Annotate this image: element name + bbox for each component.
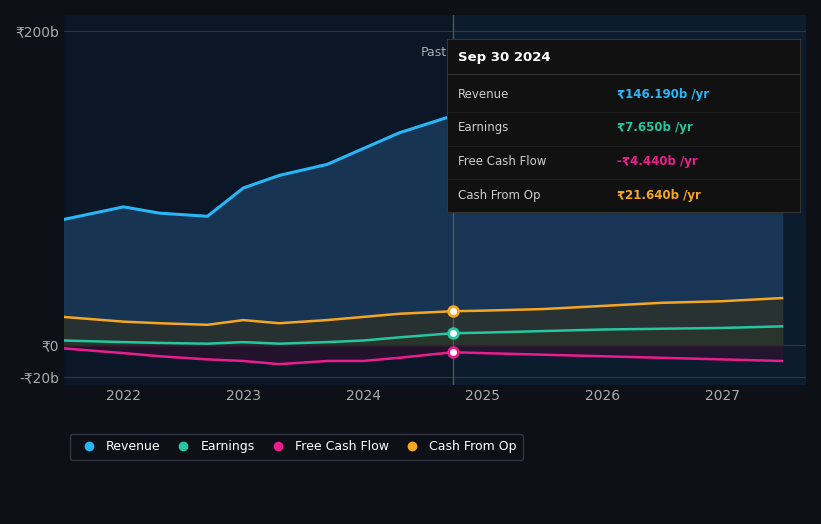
Text: Past: Past (420, 47, 447, 59)
Text: Earnings: Earnings (458, 122, 509, 135)
Text: -₹4.440b /yr: -₹4.440b /yr (617, 155, 698, 168)
Bar (64, 15, 453, 385)
Text: Analysts Forecasts: Analysts Forecasts (459, 47, 576, 59)
Text: ₹7.650b /yr: ₹7.650b /yr (617, 122, 693, 135)
Text: Sep 30 2024: Sep 30 2024 (458, 51, 551, 64)
Text: ₹146.190b /yr: ₹146.190b /yr (617, 88, 709, 101)
Text: Revenue: Revenue (458, 88, 509, 101)
Text: ₹21.640b /yr: ₹21.640b /yr (617, 189, 701, 202)
Legend: Revenue, Earnings, Free Cash Flow, Cash From Op: Revenue, Earnings, Free Cash Flow, Cash … (70, 434, 523, 460)
Text: Free Cash Flow: Free Cash Flow (458, 155, 547, 168)
Text: Cash From Op: Cash From Op (458, 189, 540, 202)
